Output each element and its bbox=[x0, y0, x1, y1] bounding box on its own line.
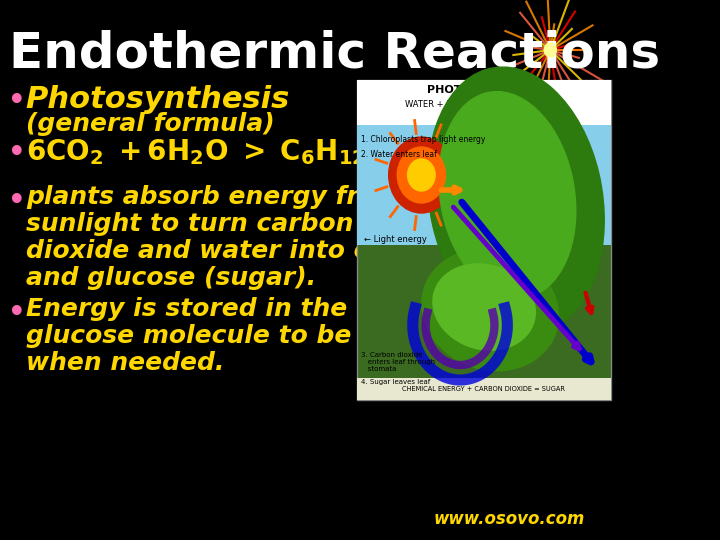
Text: WATER + LIGHT + CHEMICAL ENERGY: WATER + LIGHT + CHEMICAL ENERGY bbox=[405, 100, 563, 109]
Text: plants absorb energy from: plants absorb energy from bbox=[26, 185, 402, 209]
Text: •: • bbox=[7, 85, 27, 118]
Ellipse shape bbox=[428, 67, 604, 333]
Text: 2. Water enters leaf: 2. Water enters leaf bbox=[361, 150, 437, 159]
Text: (general formula): (general formula) bbox=[26, 112, 274, 136]
Text: 1. Chloroplasts trap light energy: 1. Chloroplasts trap light energy bbox=[361, 135, 485, 144]
FancyBboxPatch shape bbox=[357, 378, 611, 400]
Circle shape bbox=[408, 159, 435, 191]
Text: ← Light energy: ← Light energy bbox=[364, 235, 427, 245]
FancyBboxPatch shape bbox=[357, 125, 611, 245]
Text: PHOTOSYTHENSIS: PHOTOSYTHENSIS bbox=[427, 85, 541, 95]
Text: when needed.: when needed. bbox=[26, 351, 224, 375]
Text: dioxide and water into oxyge: dioxide and water into oxyge bbox=[26, 239, 438, 263]
Text: •: • bbox=[7, 297, 27, 330]
Text: www.osovo.com: www.osovo.com bbox=[433, 510, 585, 528]
FancyBboxPatch shape bbox=[357, 80, 611, 400]
Text: glucose molecule to be used: glucose molecule to be used bbox=[26, 324, 428, 348]
Text: Endothermic Reactions: Endothermic Reactions bbox=[9, 30, 660, 78]
Text: $\mathbf{6CO_2\ +6H_2O\ >\ C_6H_{12}O_6\ +6O_2}$: $\mathbf{6CO_2\ +6H_2O\ >\ C_6H_{12}O_6\… bbox=[26, 137, 504, 167]
Ellipse shape bbox=[422, 249, 559, 370]
Text: •: • bbox=[7, 185, 27, 218]
Ellipse shape bbox=[433, 264, 536, 350]
Ellipse shape bbox=[439, 92, 576, 299]
Text: •: • bbox=[7, 137, 27, 170]
Circle shape bbox=[389, 137, 454, 213]
Text: sunlight to turn carbon: sunlight to turn carbon bbox=[26, 212, 354, 236]
Text: CHEMICAL ENERGY + CARBON DIOXIDE = SUGAR: CHEMICAL ENERGY + CARBON DIOXIDE = SUGAR bbox=[402, 386, 565, 392]
Circle shape bbox=[397, 147, 446, 203]
Text: 4. Sugar leaves leaf: 4. Sugar leaves leaf bbox=[361, 379, 431, 385]
FancyBboxPatch shape bbox=[357, 80, 611, 125]
Text: Photosynthesis: Photosynthesis bbox=[26, 85, 290, 114]
Text: and glucose (sugar).: and glucose (sugar). bbox=[26, 266, 316, 290]
Circle shape bbox=[544, 43, 557, 57]
Text: Energy is stored in the: Energy is stored in the bbox=[26, 297, 347, 321]
Text: 3. Carbon dioxide
   enters leaf through
   stomata: 3. Carbon dioxide enters leaf through st… bbox=[361, 352, 436, 372]
